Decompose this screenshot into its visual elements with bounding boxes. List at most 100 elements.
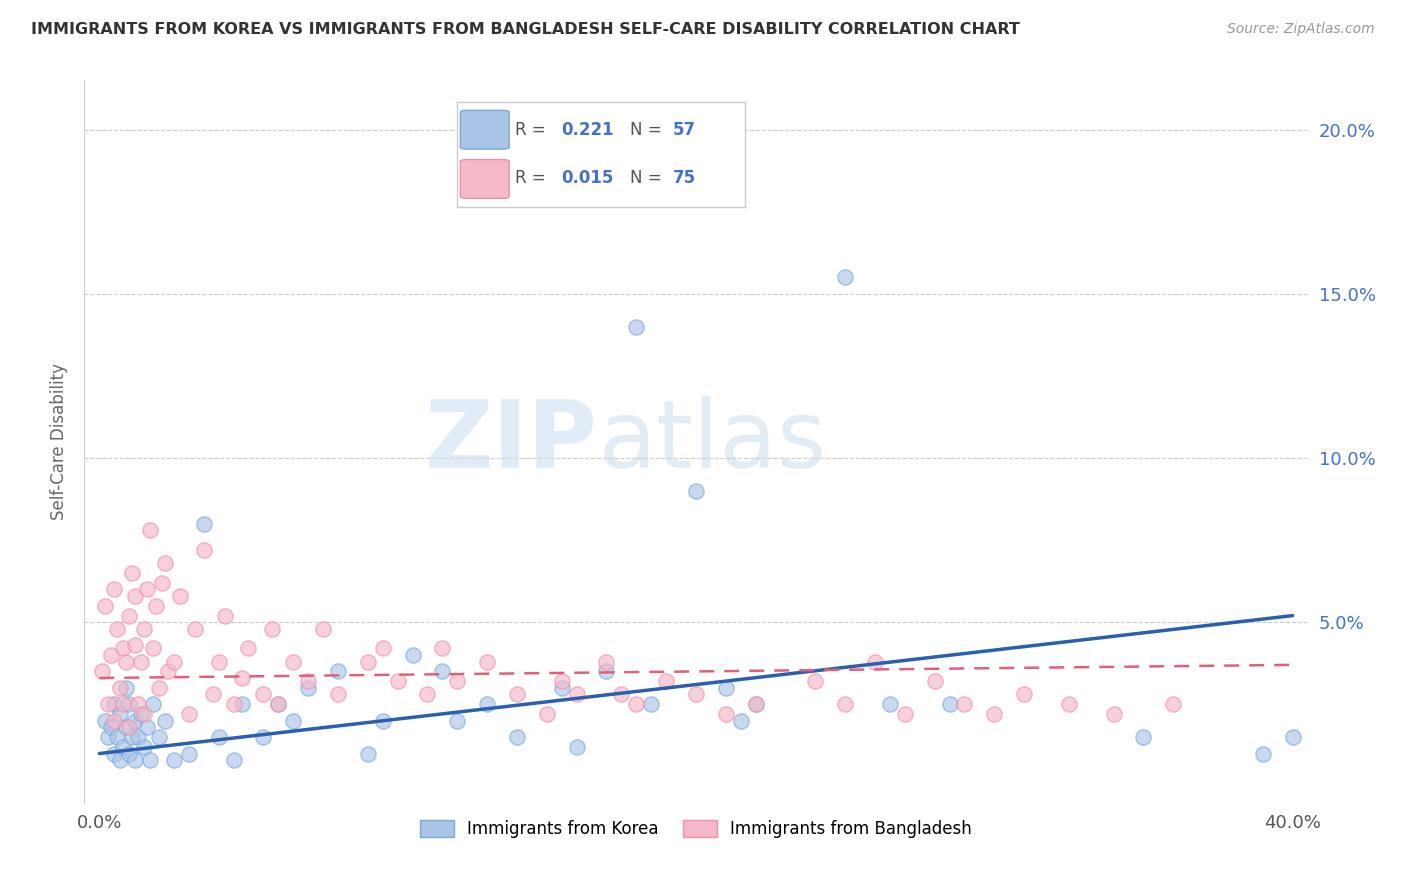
Point: [112, 641, 135, 656]
Point: [129, 655, 152, 669]
Point: [145, 599, 167, 613]
Point: [804, 674, 827, 689]
Point: [1251, 747, 1274, 761]
Point: [610, 687, 633, 701]
Point: [193, 516, 215, 531]
Y-axis label: Self-Care Disability: Self-Care Disability: [51, 363, 69, 520]
Point: [744, 698, 766, 712]
Point: [169, 589, 191, 603]
Point: [142, 641, 165, 656]
Point: [626, 698, 648, 712]
Text: Source: ZipAtlas.com: Source: ZipAtlas.com: [1227, 22, 1375, 37]
Point: [231, 698, 253, 712]
Point: [97, 730, 120, 744]
Point: [103, 698, 125, 712]
Point: [207, 655, 229, 669]
Point: [267, 698, 290, 712]
Point: [112, 739, 135, 754]
Point: [432, 665, 454, 679]
Point: [640, 698, 662, 712]
Point: [136, 720, 159, 734]
Point: [124, 714, 146, 728]
Point: [124, 589, 146, 603]
Point: [506, 687, 529, 701]
Text: ZIP: ZIP: [425, 395, 598, 488]
Point: [312, 622, 335, 636]
Point: [401, 648, 423, 662]
Point: [91, 665, 114, 679]
Point: [153, 556, 176, 570]
Point: [118, 608, 141, 623]
Point: [357, 747, 380, 761]
Point: [115, 655, 138, 669]
Point: [108, 753, 131, 767]
Point: [1012, 687, 1035, 701]
Point: [685, 687, 707, 701]
Point: [1163, 698, 1185, 712]
Point: [565, 739, 588, 754]
Point: [150, 575, 173, 590]
Point: [231, 671, 253, 685]
Point: [214, 608, 236, 623]
Point: [283, 655, 305, 669]
Point: [129, 707, 152, 722]
Point: [446, 674, 468, 689]
Point: [1281, 730, 1303, 744]
Point: [565, 687, 588, 701]
Point: [207, 730, 229, 744]
Point: [983, 707, 1005, 722]
Point: [139, 523, 162, 537]
Point: [222, 698, 245, 712]
Point: [475, 698, 498, 712]
Point: [222, 753, 245, 767]
Point: [108, 681, 131, 695]
Point: [953, 698, 976, 712]
Point: [132, 622, 155, 636]
Point: [446, 714, 468, 728]
Point: [387, 674, 409, 689]
Point: [536, 707, 558, 722]
Point: [475, 655, 498, 669]
Point: [127, 698, 149, 712]
Point: [94, 714, 117, 728]
Point: [357, 655, 380, 669]
Point: [118, 698, 141, 712]
Point: [94, 599, 117, 613]
Point: [506, 730, 529, 744]
Point: [879, 698, 901, 712]
Point: [115, 720, 138, 734]
Point: [834, 698, 856, 712]
Point: [326, 687, 349, 701]
Point: [730, 714, 752, 728]
Point: [132, 707, 155, 722]
Point: [124, 638, 146, 652]
Point: [326, 665, 349, 679]
Point: [834, 270, 856, 285]
Point: [714, 681, 737, 695]
Point: [371, 641, 394, 656]
Point: [103, 714, 125, 728]
Point: [1132, 730, 1154, 744]
Point: [297, 674, 319, 689]
Point: [863, 655, 886, 669]
Point: [121, 730, 143, 744]
Point: [297, 681, 319, 695]
Point: [148, 730, 170, 744]
Point: [118, 720, 141, 734]
Legend: Immigrants from Korea, Immigrants from Bangladesh: Immigrants from Korea, Immigrants from B…: [413, 814, 979, 845]
Point: [1102, 707, 1125, 722]
Point: [177, 707, 200, 722]
Text: IMMIGRANTS FROM KOREA VS IMMIGRANTS FROM BANGLADESH SELF-CARE DISABILITY CORRELA: IMMIGRANTS FROM KOREA VS IMMIGRANTS FROM…: [31, 22, 1019, 37]
Point: [371, 714, 394, 728]
Point: [184, 622, 207, 636]
Point: [262, 622, 284, 636]
Point: [163, 655, 186, 669]
Point: [100, 720, 122, 734]
Point: [193, 542, 215, 557]
Point: [924, 674, 946, 689]
Point: [1057, 698, 1080, 712]
Point: [595, 665, 617, 679]
Text: atlas: atlas: [598, 395, 827, 488]
Point: [105, 622, 128, 636]
Point: [103, 582, 125, 597]
